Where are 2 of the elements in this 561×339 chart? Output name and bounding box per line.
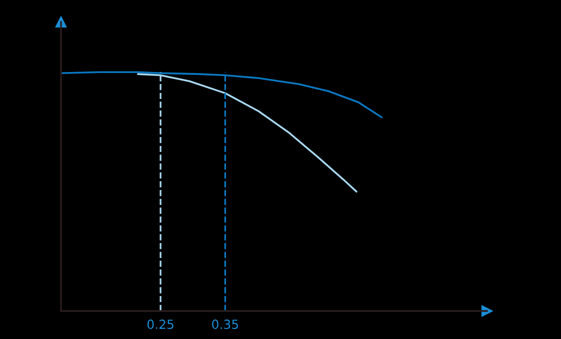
x-tick-label: 0.35 xyxy=(212,320,238,330)
x-tick-label: 0.25 xyxy=(147,320,174,330)
